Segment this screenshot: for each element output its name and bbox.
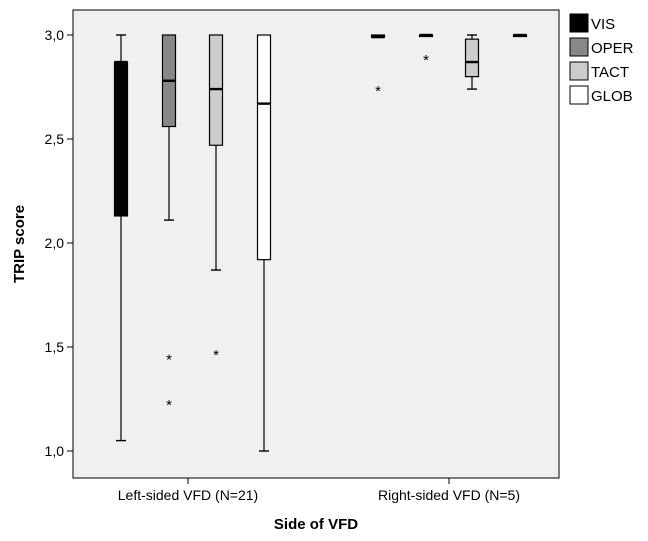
x-tick-label: Right-sided VFD (N=5) [378, 487, 520, 503]
y-tick-label: 2,5 [45, 131, 65, 147]
legend-swatch-glob [569, 85, 589, 105]
y-tick-label: 1,5 [45, 339, 65, 355]
box-oper: * [418, 33, 434, 69]
outlier-marker: * [166, 351, 172, 368]
box-vis [113, 34, 129, 442]
legend: VIS OPER TACT GLOB [569, 13, 634, 105]
legend-swatch-vis [569, 13, 589, 33]
outlier-marker: * [375, 83, 381, 100]
outlier-marker: * [166, 397, 172, 414]
y-tick-label: 1,0 [45, 443, 65, 459]
y-tick-label: 2,0 [45, 235, 65, 251]
legend-label-tact: TACT [591, 64, 629, 81]
y-axis-label: TRIP score [11, 205, 28, 283]
legend-label-glob: GLOB [591, 88, 633, 105]
box-vis: * [370, 34, 386, 100]
x-tick-label: Left-sided VFD (N=21) [118, 487, 258, 503]
plot-area [72, 9, 560, 479]
box-glob [256, 34, 272, 452]
y-axis: 1,0 1,5 2,0 2,5 3,0 [45, 27, 73, 459]
box-oper: ** [161, 34, 177, 414]
box-body [256, 34, 272, 261]
box-body [113, 61, 129, 217]
outlier-marker: * [423, 52, 429, 69]
legend-label-vis: VIS [591, 16, 615, 33]
outlier-marker: * [213, 347, 219, 364]
legend-swatch-oper [569, 37, 589, 57]
box-body [464, 38, 480, 78]
box-tact: * [208, 34, 224, 364]
box-tact [464, 34, 480, 90]
box-glob [512, 33, 528, 38]
box-series-group: ***** [113, 33, 528, 452]
legend-swatch-tact [569, 61, 589, 81]
legend-label-oper: OPER [591, 40, 634, 57]
x-axis: Left-sided VFD (N=21) Right-sided VFD (N=… [118, 478, 520, 503]
x-axis-label: Side of VFD [274, 516, 358, 533]
y-tick-label: 3,0 [45, 27, 65, 43]
